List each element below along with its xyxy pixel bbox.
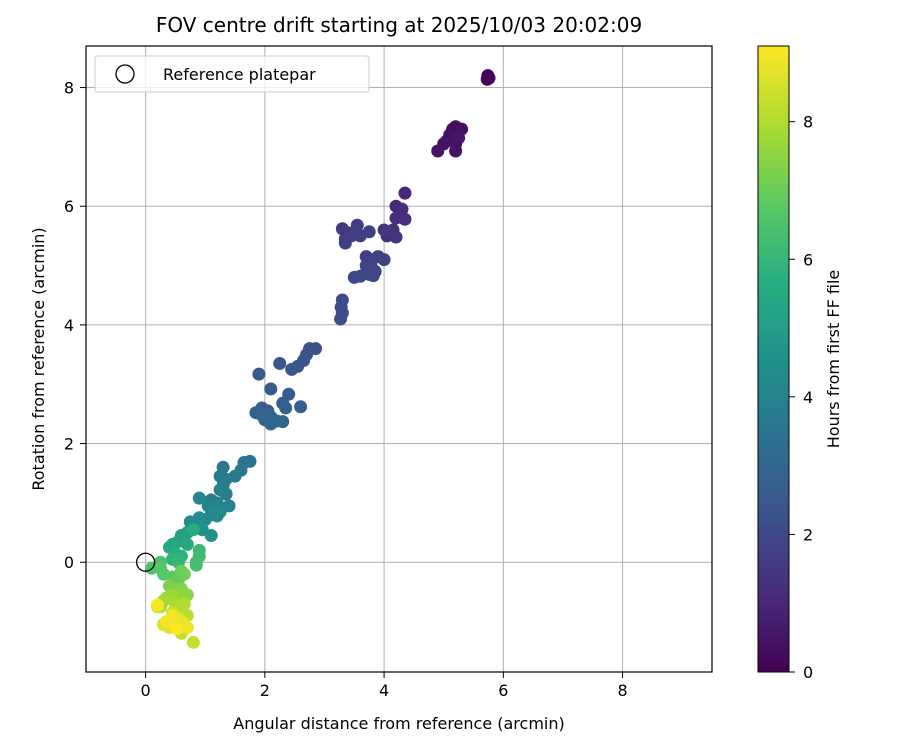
scatter-point [264, 382, 278, 396]
scatter-point [366, 269, 380, 283]
scatter-point [276, 415, 290, 429]
scatter-point [452, 131, 466, 145]
legend-box [94, 55, 370, 93]
scatter-point [285, 362, 299, 376]
scatter-point [273, 356, 287, 370]
colorbar-ticks: 0 2 4 6 8 [789, 113, 813, 682]
x-tick-label: 8 [617, 681, 627, 700]
scatter-point [189, 558, 203, 572]
scatter-point [252, 367, 266, 381]
legend-marker-icon [115, 64, 135, 84]
legend-label: Reference platepar [163, 65, 316, 84]
x-tick-label: 6 [498, 681, 508, 700]
scatter-point [192, 491, 206, 505]
scatter-point [294, 400, 308, 414]
data-points [145, 69, 496, 649]
scatter-point [398, 212, 412, 226]
scatter-point [151, 598, 165, 612]
scatter-point [170, 622, 184, 636]
y-tick-label: 8 [64, 79, 74, 98]
scatter-point [159, 615, 173, 629]
scatter-point [186, 635, 200, 649]
scatter-point [180, 620, 194, 634]
scatter-point [431, 144, 445, 158]
x-tick-label: 0 [141, 681, 151, 700]
scatter-point [398, 186, 412, 200]
scatter-point [449, 144, 463, 158]
scatter-point [264, 417, 278, 431]
scatter-point [338, 236, 352, 250]
colorbar-tick-label: 8 [803, 113, 813, 132]
scatter-point [377, 253, 391, 267]
plot-frame [85, 45, 713, 673]
scatter-point [347, 270, 361, 284]
colorbar-tick-label: 2 [803, 525, 813, 544]
scatter-point [177, 567, 191, 581]
x-axis-ticks: 0 2 4 6 8 [141, 672, 628, 700]
x-tick-label: 4 [379, 681, 389, 700]
y-tick-label: 4 [64, 316, 74, 335]
y-tick-label: 0 [64, 553, 74, 572]
scatter-point [480, 72, 494, 86]
x-tick-label: 2 [260, 681, 270, 700]
scatter-point [219, 487, 233, 501]
scatter-point [180, 537, 194, 551]
scatter-point [389, 230, 403, 244]
scatter-point [195, 523, 209, 537]
y-tick-label: 2 [64, 435, 74, 454]
scatter-point [377, 223, 391, 237]
x-axis-label: Angular distance from reference (arcmin) [233, 714, 564, 733]
y-axis-label: Rotation from reference (arcmin) [29, 227, 48, 490]
scatter-point [279, 401, 293, 415]
colorbar-tick-label: 6 [803, 250, 813, 269]
colorbar-gradient [757, 45, 790, 673]
colorbar-tick-label: 0 [803, 663, 813, 682]
y-axis-ticks: 0 2 4 6 8 [64, 79, 86, 572]
scatter-point [350, 218, 364, 232]
colorbar-tick-label: 4 [803, 388, 813, 407]
scatter-point [334, 312, 348, 326]
y-tick-label: 6 [64, 197, 74, 216]
scatter-point [362, 225, 376, 239]
reference-platepar-marker [135, 552, 156, 572]
colorbar: 0 2 4 6 8 Hours from first FF file [757, 45, 843, 682]
scatter-point [210, 509, 224, 523]
legend: Reference platepar [94, 55, 370, 93]
scatter-point [186, 523, 200, 537]
colorbar-label: Hours from first FF file [824, 270, 843, 449]
chart-title: FOV centre drift starting at 2025/10/03 … [156, 13, 642, 37]
